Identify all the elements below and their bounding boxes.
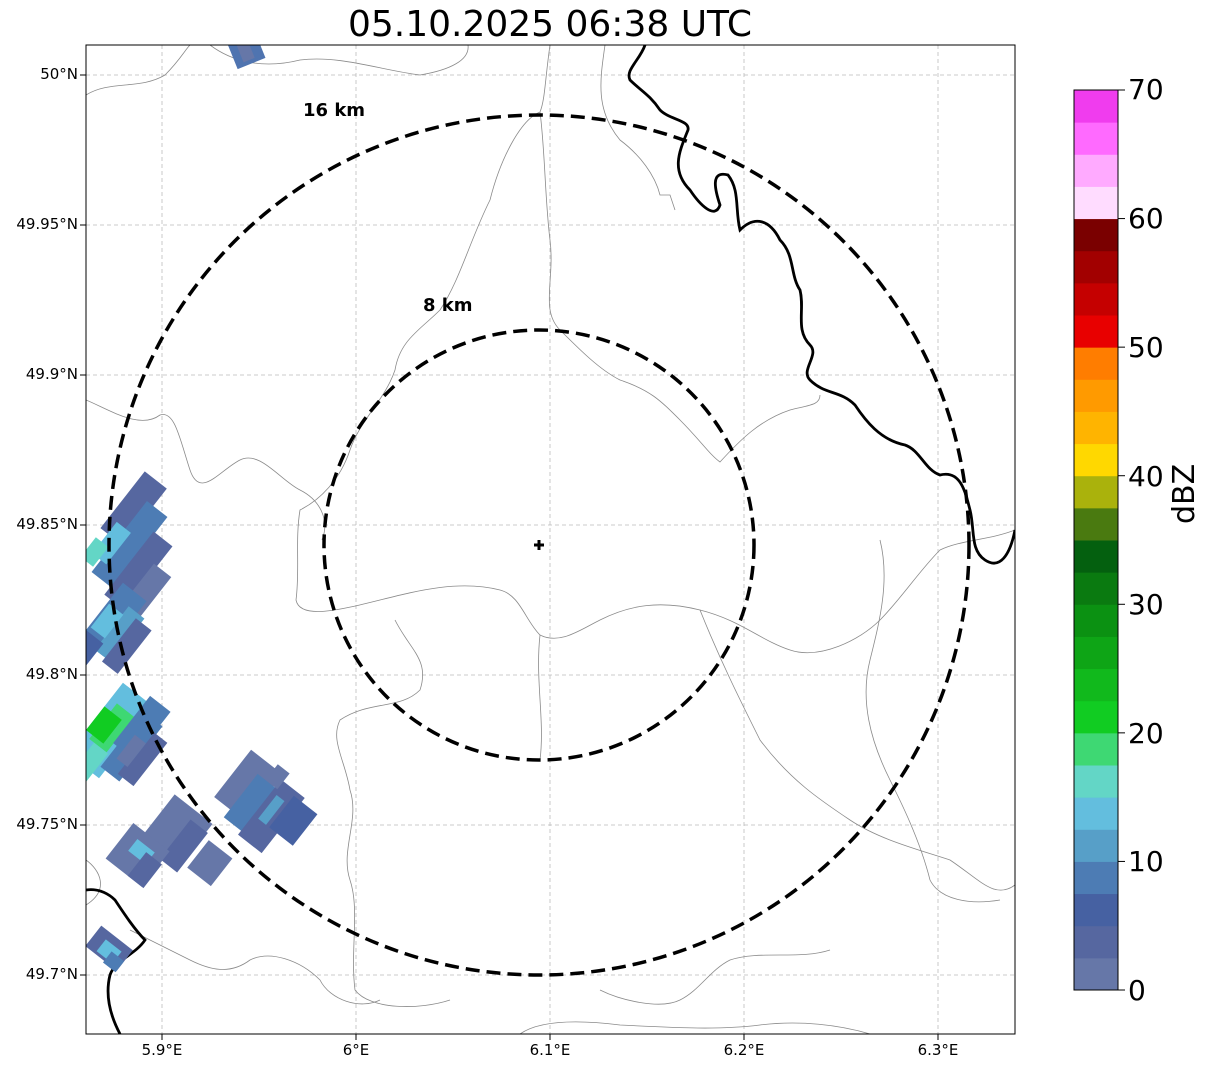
colorbar-segment (1074, 957, 1118, 991)
colorbar-segment (1074, 475, 1118, 509)
colorbar-segment (1074, 540, 1118, 573)
colorbar-segment (1074, 379, 1118, 412)
colorbar-tick-label: 50 (1128, 331, 1164, 364)
colorbar-segment (1074, 572, 1118, 605)
colorbar-tick-label: 60 (1128, 202, 1164, 235)
tick-marks (80, 74, 939, 1040)
lat-label: 49.85°N (16, 515, 78, 533)
colorbar-segment (1074, 636, 1118, 670)
range-ring-16km (107, 113, 971, 977)
range-ring-label-16km: 16 km (303, 100, 366, 121)
gridlines (86, 45, 1015, 1034)
colorbar-segment (1074, 443, 1118, 477)
colorbar-segment (1074, 250, 1118, 284)
colorbar-segment (1074, 861, 1118, 895)
lon-label: 5.9°E (141, 1041, 183, 1059)
lat-label: 49.9°N (25, 365, 78, 383)
colorbar-segment (1074, 218, 1118, 252)
colorbar-segment (1074, 122, 1118, 155)
colorbar-tick-label: 70 (1128, 73, 1164, 106)
colorbar-segment (1074, 700, 1118, 734)
map-area (86, 45, 1015, 1034)
precipitation-echoes (86, 45, 318, 973)
lon-label: 6°E (342, 1041, 370, 1059)
map-frame (85, 44, 1016, 1035)
national-border (86, 45, 1015, 1034)
colorbar-segment (1074, 668, 1118, 702)
colorbar-frame (1073, 89, 1119, 991)
colorbar-segment (1074, 90, 1118, 123)
radar-site-marker (534, 540, 544, 550)
colorbar-segment (1074, 604, 1118, 637)
colorbar-tick-label: 30 (1128, 588, 1164, 621)
colorbar-label: dBZ (1167, 463, 1202, 524)
colorbar-segment (1074, 765, 1118, 798)
range-ring-label-8km: 8 km (423, 295, 473, 316)
colorbar-segment (1074, 829, 1118, 862)
colorbar-segment (1074, 315, 1118, 348)
colorbar-segment (1074, 186, 1118, 220)
lat-label: 50°N (40, 65, 78, 83)
lat-label: 49.7°N (25, 965, 78, 983)
colorbar-tick-label: 20 (1128, 717, 1164, 750)
colorbar-segment (1074, 347, 1118, 380)
range-ring-8km (322, 328, 756, 762)
colorbar-segment (1074, 797, 1118, 830)
colorbar-segment (1074, 925, 1118, 959)
admin-boundaries (86, 45, 1015, 1034)
colorbar-tick-label: 40 (1128, 460, 1164, 493)
lon-label: 6.3°E (917, 1041, 959, 1059)
lon-label: 6.2°E (723, 1041, 765, 1059)
colorbar-tick-label: 10 (1128, 845, 1164, 878)
colorbar-segment (1074, 154, 1118, 187)
map-title: 05.10.2025 06:38 UTC (347, 4, 753, 45)
lat-label: 49.75°N (16, 815, 78, 833)
colorbar-segment (1074, 893, 1118, 927)
range-rings (107, 113, 971, 977)
colorbar-tick-label: 0 (1128, 974, 1146, 1007)
colorbar-segment (1074, 411, 1118, 445)
colorbar-segment (1074, 282, 1118, 316)
colorbar-segment (1074, 732, 1118, 766)
lat-label: 49.8°N (25, 665, 78, 683)
lon-label: 6.1°E (529, 1041, 571, 1059)
colorbar (1073, 89, 1125, 991)
lat-label: 49.95°N (16, 215, 78, 233)
colorbar-segment (1074, 507, 1118, 541)
